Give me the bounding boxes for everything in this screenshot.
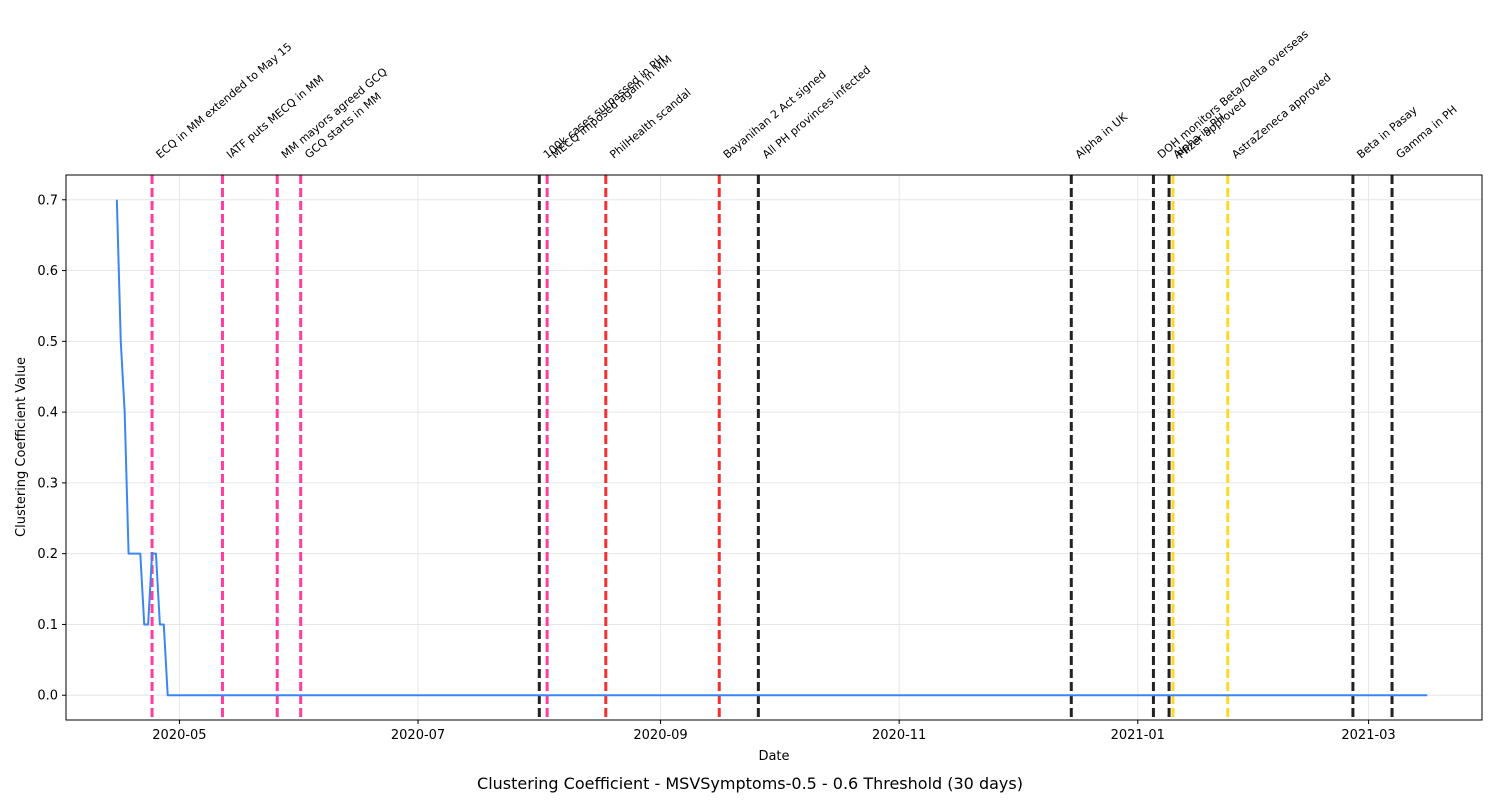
series-line bbox=[115, 199, 1428, 697]
y-tick-label: 0.1 bbox=[37, 618, 58, 633]
x-tick-label: 2020-09 bbox=[633, 728, 687, 743]
y-tick-label: 0.7 bbox=[37, 193, 58, 208]
series-lines bbox=[115, 199, 1428, 697]
x-tick-label: 2020-07 bbox=[391, 728, 445, 743]
y-tick-label: 0.2 bbox=[37, 547, 58, 562]
plot-frame bbox=[65, 174, 1483, 721]
x-tick-label: 2020-05 bbox=[152, 728, 206, 743]
y-tick-label: 0.0 bbox=[37, 689, 58, 704]
event-label: ECQ in MM extended to May 15 bbox=[154, 40, 295, 161]
y-tick-label: 0.3 bbox=[37, 476, 58, 491]
y-axis-ticks: 0.0 0.1 0.2 0.3 0.4 0.5 0.6 0.7 bbox=[37, 193, 66, 704]
x-axis-ticks: 2020-05 2020-07 2020-09 2020-11 2021-01 2021-… bbox=[152, 720, 1396, 743]
x-axis-label: Date bbox=[758, 749, 789, 764]
event-label: DOH monitors Beta/Delta overseas bbox=[1155, 27, 1311, 161]
y-axis-label: Clustering Coefficient Value bbox=[14, 357, 29, 537]
y-tick-label: 0.4 bbox=[37, 406, 58, 421]
event-label: MM mayors agreed GCQ bbox=[279, 65, 390, 161]
y-tick-label: 0.6 bbox=[37, 264, 58, 279]
event-label: Alpha in UK bbox=[1073, 110, 1131, 161]
event-markers bbox=[150, 175, 1394, 720]
x-tick-label: 2021-01 bbox=[1111, 728, 1165, 743]
event-label: MECQ imposed again in MM bbox=[549, 53, 675, 161]
x-tick-label: 2020-11 bbox=[872, 728, 926, 743]
chart-title: Clustering Coefficient - MSVSymptoms-0.5… bbox=[477, 774, 1023, 793]
x-tick-label: 2021-03 bbox=[1341, 728, 1395, 743]
y-tick-label: 0.5 bbox=[37, 335, 58, 350]
